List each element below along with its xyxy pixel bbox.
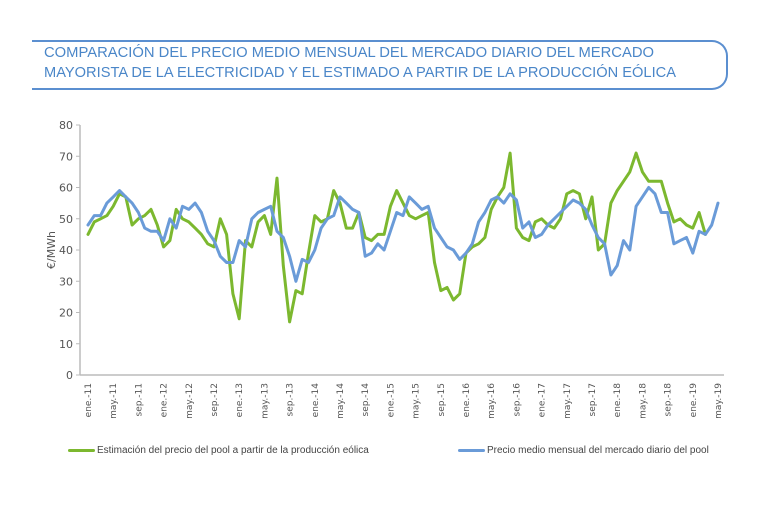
y-tick-label: 80 (59, 119, 73, 132)
x-tick-label: may.-12 (185, 383, 195, 419)
y-axis: 0 10 20 30 40 50 60 70 80 (59, 119, 81, 382)
y-tick-label: 20 (59, 307, 73, 320)
x-tick-label: ene.-17 (538, 383, 548, 417)
y-tick-label: 0 (66, 369, 73, 382)
legend-item-pool-price: Precio medio mensual del mercado diario … (458, 445, 709, 456)
legend-item-estimation: Estimación del precio del pool a partir … (68, 445, 369, 456)
x-tick-label: may.-14 (336, 383, 346, 419)
x-tick-label: may.-18 (638, 383, 648, 419)
x-tick-label: may.-16 (487, 383, 497, 419)
legend-swatch-blue (458, 449, 485, 452)
legend-label-estimation: Estimación del precio del pool a partir … (97, 445, 369, 456)
x-tick-label: ene.-12 (160, 383, 170, 417)
x-tick-label: ene.-15 (386, 383, 396, 417)
y-tick-label: 70 (59, 150, 73, 163)
x-tick-label: ene.-16 (462, 383, 472, 418)
series-line-estimation (86, 151, 707, 324)
x-tick-label: sep.-14 (361, 383, 371, 417)
y-tick-label: 50 (59, 213, 73, 226)
chart-title-line-2: MAYORISTA DE LA ELECTRICIDAD Y EL ESTIMA… (44, 64, 676, 81)
y-axis-label: €/MWh (45, 231, 58, 269)
x-tick-label: ene.-18 (613, 383, 623, 418)
x-axis: ene.-11 may.-11 sep.-11 ene.-12 may.-12 sep.-… (80, 374, 724, 419)
x-tick-label: ene.-13 (235, 383, 245, 417)
x-tick-label: sep.-17 (588, 383, 598, 417)
legend-swatch-green (68, 449, 95, 452)
series-line-pool-price (86, 186, 720, 283)
x-tick-label: ene.-19 (689, 383, 699, 418)
x-tick-label: ene.-11 (84, 383, 94, 417)
title-frame (32, 40, 728, 90)
x-tick-label: sep.-13 (286, 383, 296, 417)
x-tick-label: sep.-16 (512, 383, 522, 417)
x-tick-label: may.-13 (260, 383, 270, 419)
legend-label-pool-price: Precio medio mensual del mercado diario … (487, 445, 709, 456)
x-tick-label: may.-11 (109, 383, 119, 419)
x-tick-label: sep.-18 (664, 383, 674, 417)
y-tick-label: 10 (59, 338, 73, 351)
x-tick-label: sep.-12 (210, 383, 220, 417)
x-tick-label: may.-15 (412, 383, 422, 419)
x-tick-label: may.-17 (563, 383, 573, 419)
y-tick-label: 60 (59, 182, 73, 195)
x-tick-label: ene.-14 (311, 383, 321, 418)
y-tick-label: 40 (59, 244, 73, 257)
x-tick-label: may.-19 (714, 383, 724, 419)
series-lines (86, 151, 720, 324)
x-tick-label: sep.-15 (437, 383, 447, 417)
y-tick-label: 30 (59, 275, 73, 288)
x-tick-label: sep.-11 (134, 383, 144, 417)
chart-title-line-1: COMPARACIÓN DEL PRECIO MEDIO MENSUAL DEL… (44, 44, 654, 61)
